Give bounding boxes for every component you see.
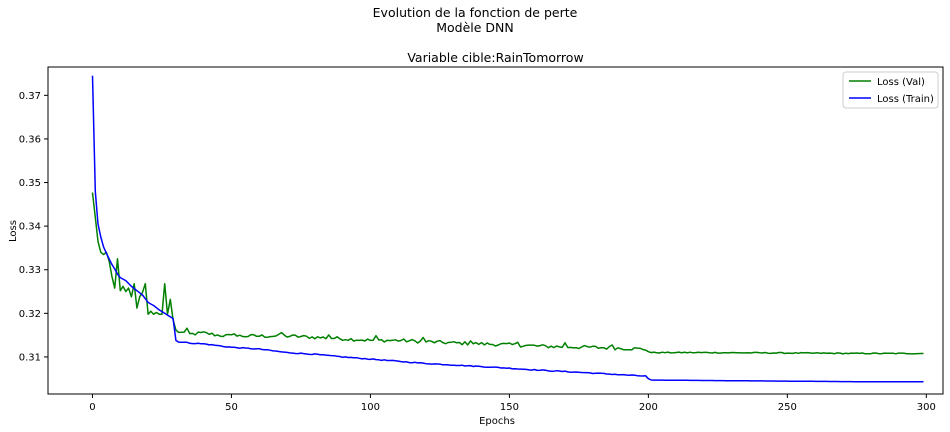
x-tick-label: 200	[639, 402, 658, 413]
figure-title-line-2: Modèle DNN	[436, 20, 514, 35]
y-tick-label: 0.35	[19, 178, 41, 189]
y-tick-label: 0.37	[19, 91, 41, 102]
figure-title: Evolution de la fonction de perte Modèle…	[0, 5, 950, 35]
plot-lines	[91, 75, 924, 383]
x-tick-label: 0	[89, 402, 95, 413]
x-axis-label: Epochs	[479, 416, 515, 427]
y-tick-label: 0.31	[19, 352, 41, 363]
val-loss-line	[91, 192, 924, 355]
legend: Loss (Val) Loss (Train)	[842, 71, 939, 109]
axis-ticks: 0 50 100 150 200 250 300 0.31 0.32 0.33 0.34 0.35 0.…	[19, 91, 936, 413]
train-loss-line	[91, 75, 924, 383]
axes-title: Variable cible:RainTomorrow	[407, 50, 584, 65]
legend-label-train: Loss (Train)	[877, 94, 934, 105]
y-tick-label: 0.32	[19, 309, 41, 320]
legend-label-val: Loss (Val)	[877, 77, 925, 88]
axes-frame	[47, 66, 944, 395]
x-tick-label: 150	[500, 402, 519, 413]
x-tick-label: 250	[778, 402, 797, 413]
x-tick-label: 300	[917, 402, 936, 413]
y-tick-label: 0.33	[19, 265, 41, 276]
x-tick-label: 50	[225, 402, 238, 413]
y-tick-label: 0.36	[19, 134, 41, 145]
figure-title-line-1: Evolution de la fonction de perte	[372, 5, 578, 20]
y-axis-label: Loss	[8, 220, 19, 242]
y-tick-label: 0.34	[19, 222, 41, 233]
x-tick-label: 100	[361, 402, 380, 413]
